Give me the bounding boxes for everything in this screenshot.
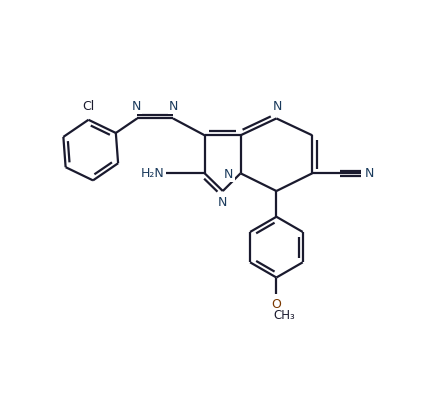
Text: CH₃: CH₃ bbox=[273, 309, 295, 322]
Text: Cl: Cl bbox=[82, 100, 95, 113]
Text: N: N bbox=[273, 100, 282, 113]
Text: N: N bbox=[169, 100, 179, 113]
Text: N: N bbox=[224, 168, 233, 181]
Text: N: N bbox=[365, 167, 374, 180]
Text: H₂N: H₂N bbox=[141, 167, 165, 180]
Text: N: N bbox=[132, 100, 141, 113]
Text: O: O bbox=[271, 298, 281, 310]
Text: N: N bbox=[217, 196, 227, 209]
